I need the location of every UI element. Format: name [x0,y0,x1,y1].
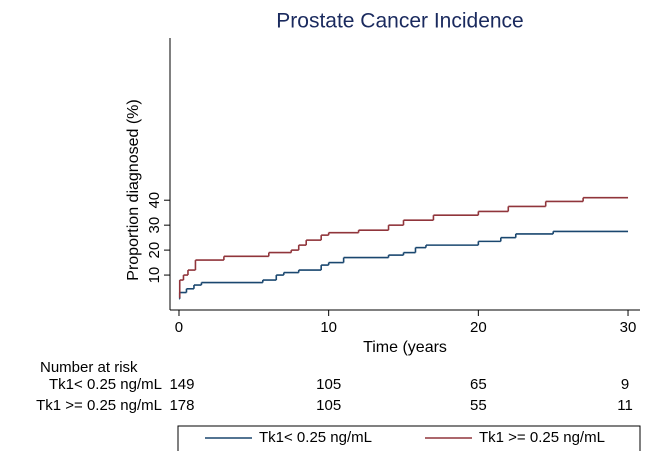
risk-count: 105 [316,397,341,414]
risk-count: 9 [621,376,629,393]
x-tick-label: 0 [175,319,183,336]
chart-title: Prostate Cancer Incidence [276,10,523,33]
y-axis-label: Proportion diagnosed (%) [125,99,142,280]
legend-label: Tk1< 0.25 ng/mL [259,429,372,446]
risk-count: 105 [316,376,341,393]
risk-count: 149 [169,376,194,393]
legend-label: Tk1 >= 0.25 ng/mL [479,429,605,446]
risk-count: 55 [470,397,487,414]
x-axis-label: Time (years [363,339,447,356]
y-tick-label: 20 [146,242,163,259]
risk-count: 65 [470,376,487,393]
risk-title: Number at risk [40,359,138,376]
x-tick-label: 20 [470,319,487,336]
legend-box [177,425,641,451]
y-tick-label: 30 [146,217,163,234]
risk-count: 11 [617,397,633,414]
x-tick-label: 30 [620,319,637,336]
y-tick-label: 10 [146,267,163,284]
risk-count: 178 [169,397,194,414]
risk-row-label: Tk1 >= 0.25 ng/mL [36,397,162,414]
x-tick-label: 10 [320,319,337,336]
y-tick-label: 40 [146,192,163,209]
risk-row-label: Tk1< 0.25 ng/mL [49,376,162,393]
